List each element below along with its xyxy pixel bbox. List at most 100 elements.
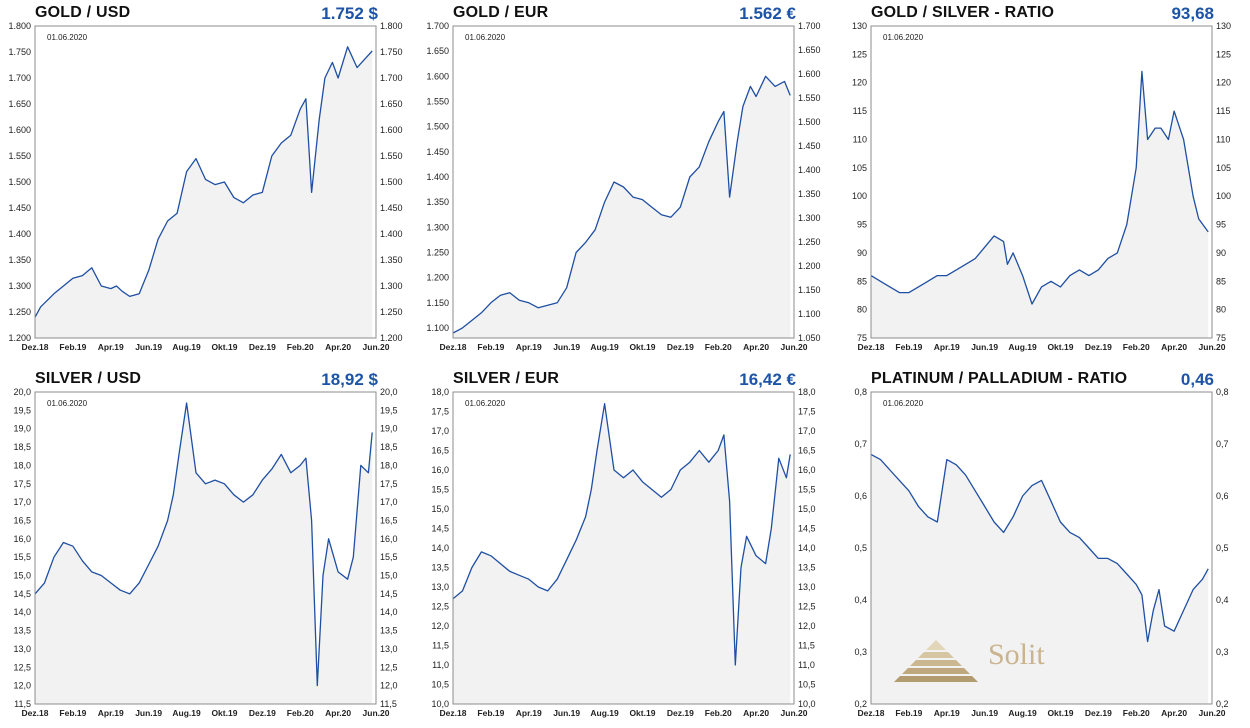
y-left-tick-label: 1.350: [426, 197, 449, 207]
x-tick-label: Jun.19: [971, 708, 998, 718]
y-right-tick-label: 1.450: [380, 203, 403, 213]
chart-title: PLATINUM / PALLADIUM - RATIO: [871, 370, 1128, 387]
series-line: [870, 453, 1209, 643]
y-right-tick-label: 100: [1216, 191, 1231, 201]
x-tick-label: Jun.20: [1199, 342, 1226, 352]
y-left-tick-label: 0,7: [854, 439, 867, 449]
chart-current-value: 18,92 $: [321, 370, 378, 389]
x-tick-label: Jun.20: [363, 342, 390, 352]
chart-current-value: 93,68: [1171, 4, 1214, 23]
series-line: [870, 70, 1209, 305]
y-left-tick-label: 1.500: [8, 177, 31, 187]
y-right-tick-label: 1.650: [798, 45, 821, 55]
x-tick-label: Aug.19: [590, 708, 619, 718]
y-right-tick-label: 12,5: [798, 602, 816, 612]
y-left-tick-label: 110: [853, 134, 867, 144]
y-right-tick-label: 13,5: [798, 563, 816, 573]
y-left-tick-label: 125: [852, 49, 867, 59]
y-right-tick-label: 0,8: [1216, 387, 1229, 397]
y-right-tick-label: 1.400: [798, 165, 821, 175]
y-right-tick-label: 120: [1216, 78, 1231, 88]
x-tick-label: Apr.20: [743, 708, 769, 718]
plot-frame: [452, 25, 795, 339]
y-right-tick-label: 1.350: [380, 255, 403, 265]
chart-svg: 11,5 12,0 12,5 13,0 13,5 14,0 14,5 15,0 15,5 16,0…: [13, 387, 398, 718]
x-tick-label: Feb.19: [895, 708, 922, 718]
y-left-tick-label: 1.700: [8, 73, 31, 83]
y-right-tick-label: 18,0: [380, 460, 398, 470]
y-left-tick-label: 1.300: [8, 281, 31, 291]
y-left-tick-label: 17,0: [13, 497, 31, 507]
y-right-tick-label: 115: [1216, 106, 1230, 116]
chart-panel-gold-usd: GOLD / USD 1.752 $ 1.200 1.250 1.300 1.350 1…: [0, 0, 412, 362]
x-tick-label: Dez.18: [22, 708, 49, 718]
chart-panel-gold-silver-ratio: GOLD / SILVER - RATIO 93,68 75 80 85 90 95 10…: [836, 0, 1248, 362]
y-right-tick-label: 16,0: [380, 534, 398, 544]
x-tick-label: Dez.18: [440, 342, 467, 352]
x-tick-label: Feb.20: [287, 342, 314, 352]
x-tick-label: Okt.19: [629, 342, 655, 352]
x-tick-label: Apr.19: [516, 708, 542, 718]
series-line: [34, 46, 373, 318]
y-right-tick-label: 1.100: [798, 309, 821, 319]
y-left-tick-label: 1.100: [426, 323, 449, 333]
y-right-tick-label: 13,0: [380, 644, 398, 654]
y-right-tick-label: 1.500: [380, 177, 403, 187]
y-left-tick-label: 13,0: [431, 582, 449, 592]
x-tick-label: Dez.18: [858, 708, 885, 718]
y-left-tick-label: 13,5: [13, 626, 31, 636]
x-tick-label: Jun.19: [553, 342, 580, 352]
y-right-tick-label: 1.300: [798, 213, 821, 223]
x-tick-label: Okt.19: [629, 708, 655, 718]
y-left-tick-label: 105: [852, 163, 867, 173]
y-right-tick-label: 11,0: [798, 660, 815, 670]
y-right-tick-label: 130: [1216, 21, 1231, 31]
y-left-tick-label: 15,5: [431, 485, 449, 495]
y-left-tick-label: 0,8: [854, 387, 867, 397]
chart-current-value: 1.562 €: [739, 4, 796, 23]
y-right-tick-label: 95: [1216, 220, 1226, 230]
y-right-tick-label: 14,0: [798, 543, 816, 553]
chart-current-value: 16,42 €: [739, 370, 796, 389]
x-tick-label: Okt.19: [211, 342, 237, 352]
y-right-tick-label: 17,0: [380, 497, 398, 507]
date-label: 01.06.2020: [47, 33, 88, 42]
y-left-tick-label: 12,0: [13, 681, 31, 691]
series-line: [452, 403, 791, 666]
y-right-tick-label: 16,5: [380, 515, 398, 525]
y-left-tick-label: 75: [857, 333, 867, 343]
y-right-tick-label: 10,5: [798, 680, 816, 690]
x-tick-label: Jun.19: [135, 342, 162, 352]
y-left-tick-label: 16,0: [13, 534, 31, 544]
area-fill: [453, 76, 791, 339]
y-right-tick-label: 11,5: [380, 699, 397, 709]
y-right-tick-label: 12,0: [798, 621, 816, 631]
y-right-tick-label: 15,5: [380, 552, 398, 562]
y-right-tick-label: 0,2: [1216, 699, 1229, 709]
y-left-tick-label: 1.650: [426, 46, 449, 56]
x-tick-label: Jun.20: [781, 708, 808, 718]
area-fill: [35, 403, 373, 704]
y-right-tick-label: 90: [1216, 248, 1226, 258]
x-tick-label: Dez.19: [1085, 708, 1112, 718]
y-right-tick-label: 16,0: [798, 465, 816, 475]
x-tick-label: Dez.19: [667, 342, 694, 352]
y-left-tick-label: 17,5: [431, 407, 449, 417]
y-right-tick-label: 0,7: [1216, 439, 1229, 449]
plot-frame: [870, 25, 1213, 339]
area-fill: [453, 403, 791, 704]
y-left-tick-label: 12,5: [431, 602, 449, 612]
y-left-tick-label: 1.450: [8, 203, 31, 213]
chart-svg: 0,2 0,3 0,4 0,5 0,6 0,7 0,8 0,2 0,3 0,4 0,5 0,6 0,7 0…: [854, 387, 1229, 718]
y-left-tick-label: 15,0: [431, 504, 449, 514]
x-tick-label: Apr.19: [934, 342, 960, 352]
x-tick-label: Apr.20: [1161, 708, 1187, 718]
y-right-tick-label: 1.700: [798, 21, 821, 31]
chart-title: SILVER / EUR: [453, 370, 560, 387]
x-tick-label: Jun.19: [971, 342, 998, 352]
y-left-tick-label: 16,5: [431, 446, 449, 456]
x-tick-label: Apr.19: [98, 708, 124, 718]
y-left-tick-label: 10,0: [431, 699, 449, 709]
y-right-tick-label: 17,0: [798, 426, 816, 436]
y-right-tick-label: 1.350: [798, 189, 821, 199]
